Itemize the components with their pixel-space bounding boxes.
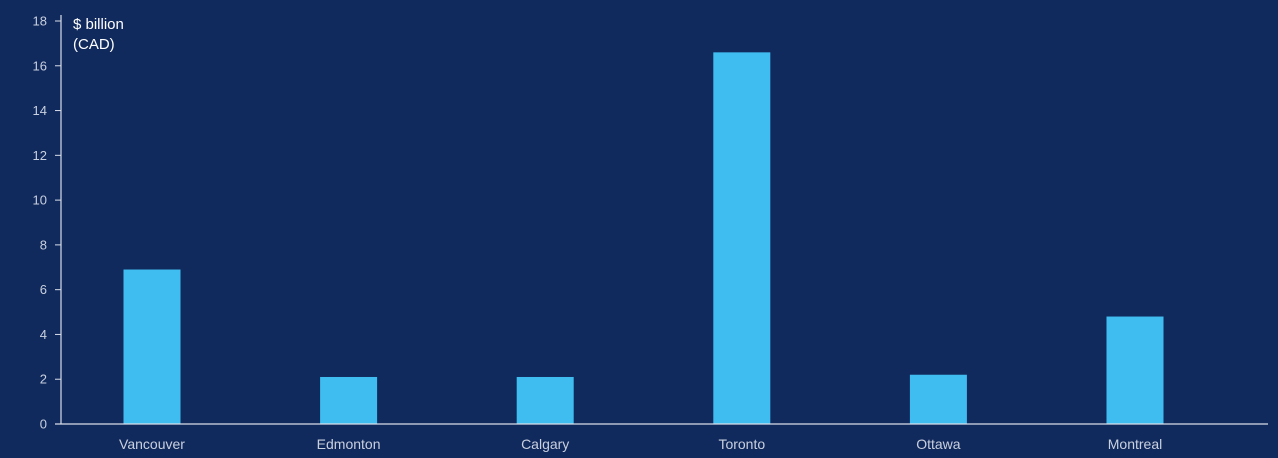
bars [123, 52, 1164, 424]
y-tick-label: 2 [40, 372, 47, 387]
y-tick-label: 18 [33, 14, 47, 29]
bar-calgary [516, 376, 574, 424]
y-tick-label: 14 [33, 103, 47, 118]
y-axis-ticks: 0 2 4 6 8 10 12 14 16 18 [33, 14, 61, 432]
x-category-label-montreal: Montreal [1108, 436, 1162, 452]
x-category-label-vancouver: Vancouver [119, 436, 185, 452]
x-category-label-ottawa: Ottawa [916, 436, 961, 452]
y-axis-unit-label-line-2: (CAD) [73, 36, 115, 53]
bar-edmonton [320, 376, 378, 424]
bar-toronto [713, 52, 771, 424]
x-category-label-calgary: Calgary [521, 436, 569, 452]
bar-vancouver [123, 269, 181, 424]
bar-ottawa [909, 374, 967, 424]
y-tick-label: 10 [33, 193, 47, 208]
y-tick-label: 0 [40, 417, 47, 432]
y-tick-label: 6 [40, 282, 47, 297]
x-axis-labels: Vancouver Edmonton Calgary Toronto Ottawa Mon… [119, 436, 1162, 452]
y-tick-label: 8 [40, 237, 47, 252]
y-tick-label: 4 [40, 327, 47, 342]
y-tick-label: 16 [33, 58, 47, 73]
x-category-label-edmonton: Edmonton [317, 436, 381, 452]
y-axis-unit-label-line-1: $ billion [73, 16, 124, 33]
x-category-label-toronto: Toronto [718, 436, 765, 452]
y-tick-label: 12 [33, 148, 47, 163]
bar-montreal [1106, 316, 1164, 424]
